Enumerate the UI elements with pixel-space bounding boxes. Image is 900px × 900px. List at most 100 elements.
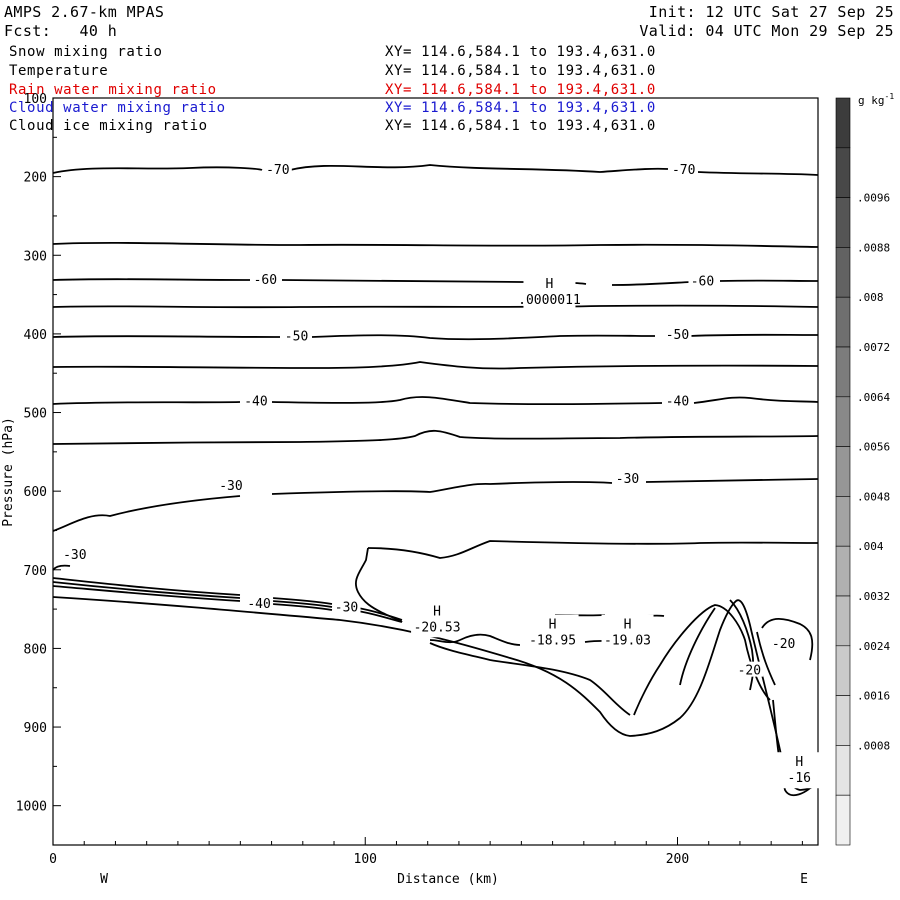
terrain-line [52,596,819,791]
colorbar-swatch-4 [835,296,851,348]
extremum-mark-2: H [549,618,557,633]
extremum-bg [526,614,579,651]
colorbar-swatch-3 [835,247,851,298]
field-xy-snow: XY= 114.6,584.1 to 193.4,631.0 [385,44,656,60]
temperature-label-8: -30 [219,479,242,494]
x-axis-label: Distance (km) [397,872,499,887]
temperature-label-4: -50 [285,329,308,344]
temperature-label-bg [216,476,245,492]
colorbar-swatch-2 [835,197,851,248]
colorbar-label-3: .0072 [857,341,890,354]
field-name-cloud-ice: Cloud ice mixing ratio [9,118,208,134]
isotherm-minus-30-upper [52,540,819,571]
colorbar-swatch-11 [835,645,851,696]
extremum-value-0: .0000011 [518,293,581,308]
colorbar-swatch-10 [835,595,851,647]
isotherm-near-surface-4 [357,607,403,623]
temperature-label-2: -60 [254,273,277,288]
isotherm-minus-65 [52,241,819,248]
temperature-label-bg [669,160,698,176]
temperature-label-12: -30 [335,601,358,616]
y-tick-label-1000: 1000 [16,800,47,815]
extremum-bg [411,601,464,638]
y-tick-label-500: 500 [24,407,47,422]
temperature-label-5: -50 [666,328,689,343]
colorbar-unit-base: g kg [858,94,885,107]
isotherm-minus-20-cell [761,617,814,661]
temperature-label-bg [613,469,642,485]
extremum-bg [523,274,576,311]
isotherm-minus-30 [52,478,819,532]
isotherm-minus-70 [52,164,819,176]
temperature-label-bg [688,272,717,288]
temperature-label-1: -70 [672,163,695,178]
y-tick-label-100: 100 [24,92,47,107]
temperature-label-bg [332,598,361,614]
temperature-label-13: -20 [772,637,795,652]
isotherm-minus-35 [52,429,819,445]
extremum-mark-3: H [624,618,632,633]
isotherm-minus-45 [52,361,819,370]
colorbar-label-4: .0064 [857,391,890,404]
isotherm-minus-20-inner [679,599,755,691]
extremum-value-3: -19.03 [604,634,651,649]
field-xy-cloud-water: XY= 114.6,584.1 to 193.4,631.0 [385,100,656,116]
extremum-bg [773,752,826,789]
temperature-label-6: -40 [244,395,267,410]
terrain-surface [52,596,819,791]
colorbar: .0096 .0088 .008 .0072 .0064 .0056 .0048 .004 .0… [835,97,890,846]
temperature-label-3: -60 [691,274,714,289]
temperature-label-bg [663,325,692,341]
y-tick-label-800: 800 [24,642,47,657]
y-tick-label-900: 900 [24,721,47,736]
colorbar-swatch-12 [835,695,851,746]
colorbar-label-0: .0096 [857,192,890,205]
temperature-labels: -70 -70 -60 -60 -50 -50 -40 -40 -30 -30 -30 -40 -30 -… [60,160,798,679]
temperature-label-bg [663,392,692,408]
isotherm-minus-60 [52,278,819,286]
isotherm-minus-20-right [756,631,776,686]
isotherm-near-surface-1 [52,577,333,605]
temperature-label-9: -30 [616,472,639,487]
y-axis: 100 200 300 400 500 600 700 800 900 1000 [16,92,61,846]
colorbar-swatch-7 [835,446,851,497]
colorbar-swatch-13 [835,745,851,796]
colorbar-swatch-5 [835,346,851,398]
colorbar-label-1: .0088 [857,241,890,254]
colorbar-label-5: .0056 [857,441,890,454]
temperature-label-7: -40 [666,395,689,410]
extremum-value-1: -20.53 [414,620,461,635]
field-xy-cloud-ice: XY= 114.6,584.1 to 193.4,631.0 [385,118,656,134]
plot-frame [52,97,819,846]
isotherm-minus-20-left [429,642,631,716]
isotherm-minus-30-cloud [354,547,403,623]
y-tick-label-200: 200 [24,171,47,186]
colorbar-label-10: .0016 [857,690,890,703]
isotherm-minus-55 [52,304,819,309]
colorbar-unit-exp: -1 [885,92,895,101]
colorbar-swatch-14 [835,794,851,846]
temperature-label-bg [263,160,292,176]
field-name-snow: Snow mixing ratio [9,44,163,60]
model-title: AMPS 2.67-km MPAS [4,3,165,21]
colorbar-label-7: .004 [857,540,884,553]
colorbar-swatch-0 [835,97,851,149]
extremum-value-4: -16 [788,771,811,786]
temperature-label-bg [60,546,89,562]
colorbar-unit: g kg-1 [858,92,894,107]
colorbar-swatch-6 [835,396,851,447]
temperature-label-bg [241,392,270,408]
colorbar-label-2: .008 [857,291,884,304]
temperature-contours [52,164,819,797]
colorbar-swatch-8 [835,496,851,547]
field-xy-rain: XY= 114.6,584.1 to 193.4,631.0 [385,82,656,98]
temperature-label-bg [735,661,764,677]
extremum-value-2: -18.95 [529,634,576,649]
x-tick-label-200: 200 [666,852,689,867]
extremum-bg [601,614,654,651]
x-tick-label-100: 100 [354,852,377,867]
y-tick-label-600: 600 [24,485,47,500]
colorbar-label-8: .0032 [857,590,890,603]
